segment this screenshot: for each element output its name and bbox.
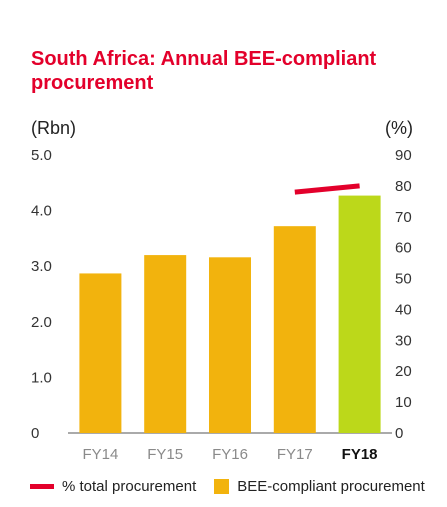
bar [79,273,122,433]
chart-title: South Africa: Annual BEE-compliant procu… [31,48,377,94]
right-axis-tick-label: 70 [395,209,412,226]
legend-bar-swatch [214,479,230,494]
right-axis-tick-label: 10 [395,394,412,411]
x-axis-tick-label: FY18 [342,446,378,463]
left-axis-tick-label: 0 [31,425,39,442]
right-axis-tick-label: 90 [395,147,412,164]
bar [209,257,251,433]
left-axis-tick-label: 3.0 [31,258,52,275]
right-axis-tick-label: 40 [395,301,412,318]
left-axis-tick-label: 1.0 [31,369,52,386]
percentage-line [294,183,360,195]
left-axis-tick-label: 5.0 [31,147,52,164]
left-axis-unit: (Rbn) [31,118,77,138]
right-axis-tick-label: 20 [395,363,412,380]
x-axis-tick-label: FY14 [82,446,118,463]
x-axis-tick-label: FY15 [147,446,183,463]
right-axis-tick-label: 50 [395,271,412,288]
x-axis-tick-label: FY17 [277,446,313,463]
bar [144,255,187,433]
right-axis-tick-label: 0 [395,425,403,442]
right-axis-tick-label: 80 [395,178,412,195]
right-axis-tick-label: 30 [395,332,412,349]
legend-line-label: % total procurement [62,478,197,495]
legend: % total procurement BEE-compliant procur… [30,478,425,495]
x-axis-tick-label: FY16 [212,446,248,463]
left-axis-tick-label: 2.0 [31,314,52,331]
legend-bar-label: BEE-compliant procurement [237,478,425,495]
right-axis-tick-label: 60 [395,240,412,257]
left-axis-tick-label: 4.0 [31,203,52,220]
bar [273,226,316,433]
legend-line-swatch [30,484,54,489]
right-axis-unit: (%) [385,118,413,138]
bar [338,195,381,433]
chart-area: 0 1.0 2.0 3.0 4.0 5.0 0 10 20 30 40 50 60 70 80 90 FY14 F… [31,147,412,463]
